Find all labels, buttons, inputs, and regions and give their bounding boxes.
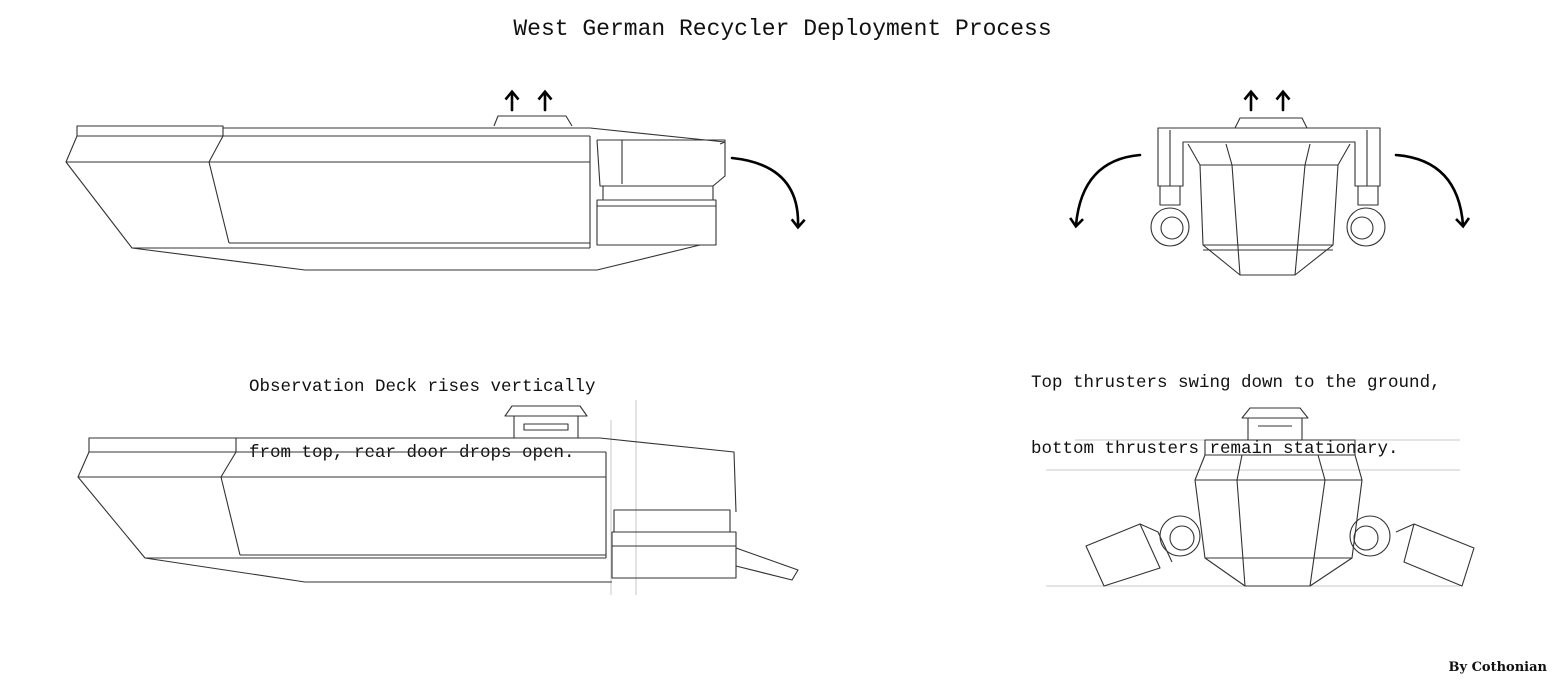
right-thruster-swing-arrow [1394,153,1471,229]
diagram-title: West German Recycler Deployment Process [513,16,1052,42]
side-view-deployed [77,400,799,595]
front-view-deployed [1046,407,1475,587]
front-view-caption-line-1: Top thrusters swing down to the ground, [1031,373,1441,393]
front-view-caption-line-2: bottom thrusters remain stationary. [1031,439,1399,459]
left-thruster-swing-arrow [1069,153,1142,229]
door-drop-arrow [730,156,806,230]
author-credit: By Cothonian [1448,660,1547,675]
side-view-caption-line-1: Observation Deck rises vertically [249,377,596,397]
side-view-stowed [65,89,806,271]
side-view-caption: Observation Deck rises vertically from t… [249,332,596,508]
side-view-caption-line-2: from top, rear door drops open. [249,443,575,463]
front-view-caption: Top thrusters swing down to the ground, … [1031,328,1441,504]
front-view-stowed [1069,89,1471,276]
